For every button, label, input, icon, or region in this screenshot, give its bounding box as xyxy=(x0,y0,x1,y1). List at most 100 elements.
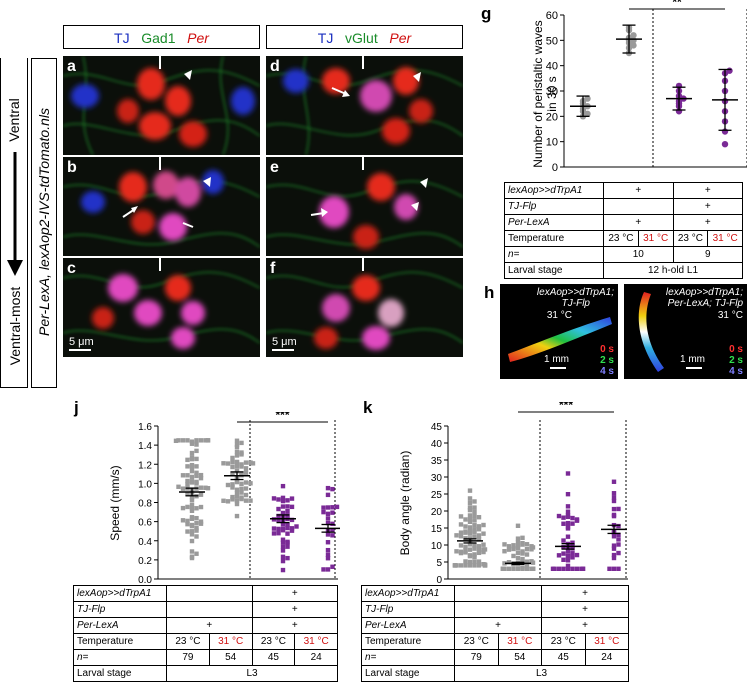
y-tick-label: 40 xyxy=(546,61,558,73)
data-point xyxy=(611,555,617,561)
data-point xyxy=(285,509,290,514)
data-point xyxy=(280,554,286,560)
y-tick-label: 20 xyxy=(546,111,558,123)
data-point xyxy=(250,461,256,466)
data-point xyxy=(502,561,507,566)
data-point xyxy=(520,565,525,570)
chart-g-ylabel-line2: in 30 s xyxy=(545,76,559,112)
y-tick-label: 1.0 xyxy=(138,479,152,490)
data-point xyxy=(325,556,331,561)
tj-stage: L3 xyxy=(166,665,338,682)
data-point xyxy=(189,462,195,468)
data-point xyxy=(189,549,195,554)
data-point xyxy=(611,495,617,500)
data-point xyxy=(482,563,488,568)
data-point xyxy=(515,544,521,549)
data-point xyxy=(180,518,186,523)
tk-r1: lexAop>>dTrpA1 xyxy=(361,585,455,602)
data-point xyxy=(580,566,586,571)
tj-r1-c2: + xyxy=(251,585,338,602)
data-point xyxy=(194,551,199,556)
panel-letter-c: c xyxy=(67,260,76,277)
data-point xyxy=(458,563,464,568)
data-point xyxy=(234,479,240,485)
data-point xyxy=(198,485,204,490)
significance-label: ** xyxy=(672,0,682,9)
data-point xyxy=(280,558,286,564)
data-point xyxy=(561,544,566,550)
data-point xyxy=(467,542,473,547)
data-point xyxy=(180,505,186,511)
data-point xyxy=(189,455,195,460)
data-point xyxy=(203,485,208,490)
tg-r2-c2: + xyxy=(672,198,743,215)
tk-r6: Larval stage xyxy=(361,665,455,682)
y-tick-label: 50 xyxy=(546,35,558,47)
data-point xyxy=(189,506,195,511)
data-point xyxy=(189,522,195,528)
data-point xyxy=(185,457,190,463)
significance-label: *** xyxy=(559,402,573,412)
ventral-arrow xyxy=(7,152,23,276)
data-point xyxy=(325,516,331,521)
data-point xyxy=(476,533,482,538)
data-point xyxy=(243,460,249,465)
data-point xyxy=(472,514,477,519)
data-point xyxy=(234,449,240,454)
data-point xyxy=(515,540,521,545)
data-point xyxy=(482,547,488,552)
larva-i-scale: 1 mm xyxy=(680,354,705,365)
y-tick-label: 35 xyxy=(431,456,443,467)
data-point xyxy=(271,526,277,531)
data-point xyxy=(276,517,281,523)
y-tick-label: 0.4 xyxy=(138,537,152,548)
data-point xyxy=(506,547,512,552)
y-tick-label: 0 xyxy=(552,162,558,174)
data-point xyxy=(285,539,290,545)
header-left: TJ Gad1 Per xyxy=(63,25,260,49)
data-point xyxy=(611,479,617,484)
data-point xyxy=(280,510,286,516)
data-point xyxy=(506,566,512,571)
data-point xyxy=(189,479,195,484)
data-point xyxy=(570,521,575,526)
larva-h-s4: 4 s xyxy=(600,366,614,377)
data-point xyxy=(561,521,566,526)
tg-t4: 31 °C xyxy=(707,230,743,247)
y-tick-label: 1.6 xyxy=(138,422,152,433)
data-point xyxy=(458,550,464,556)
data-point xyxy=(230,482,235,487)
data-point xyxy=(630,42,637,49)
larva-i-s0: 0 s xyxy=(729,344,743,355)
data-point xyxy=(330,505,335,510)
data-point xyxy=(472,499,477,504)
data-point xyxy=(321,509,326,515)
larva-image-i: lexAop>>dTrpA1; Per-LexA; TJ-Flp 31 °C 1… xyxy=(624,284,747,379)
data-point xyxy=(630,37,637,44)
panel-letter-h: h xyxy=(484,283,495,302)
data-point xyxy=(243,486,249,491)
data-point xyxy=(225,482,231,488)
data-point xyxy=(185,464,190,469)
data-point xyxy=(280,544,286,550)
data-point xyxy=(234,491,240,496)
panel-letter-j: j xyxy=(74,398,79,417)
data-point xyxy=(458,530,464,535)
genotype-label: Per-LexA, lexAop2-IVS-tdTomato.nls xyxy=(36,108,52,337)
data-point xyxy=(611,546,617,551)
data-point xyxy=(325,552,331,558)
data-point xyxy=(565,566,571,571)
y-tick-label: 10 xyxy=(431,541,443,552)
data-point xyxy=(565,520,571,526)
data-point xyxy=(556,566,562,571)
data-point xyxy=(271,496,277,501)
data-point xyxy=(472,527,477,532)
data-point xyxy=(467,488,473,493)
data-point xyxy=(574,552,580,558)
data-point xyxy=(185,478,190,484)
data-point xyxy=(330,533,335,538)
data-point xyxy=(472,554,477,560)
data-point xyxy=(234,444,240,450)
data-point xyxy=(198,504,204,510)
scalebar-f: 5 μm xyxy=(272,336,297,351)
